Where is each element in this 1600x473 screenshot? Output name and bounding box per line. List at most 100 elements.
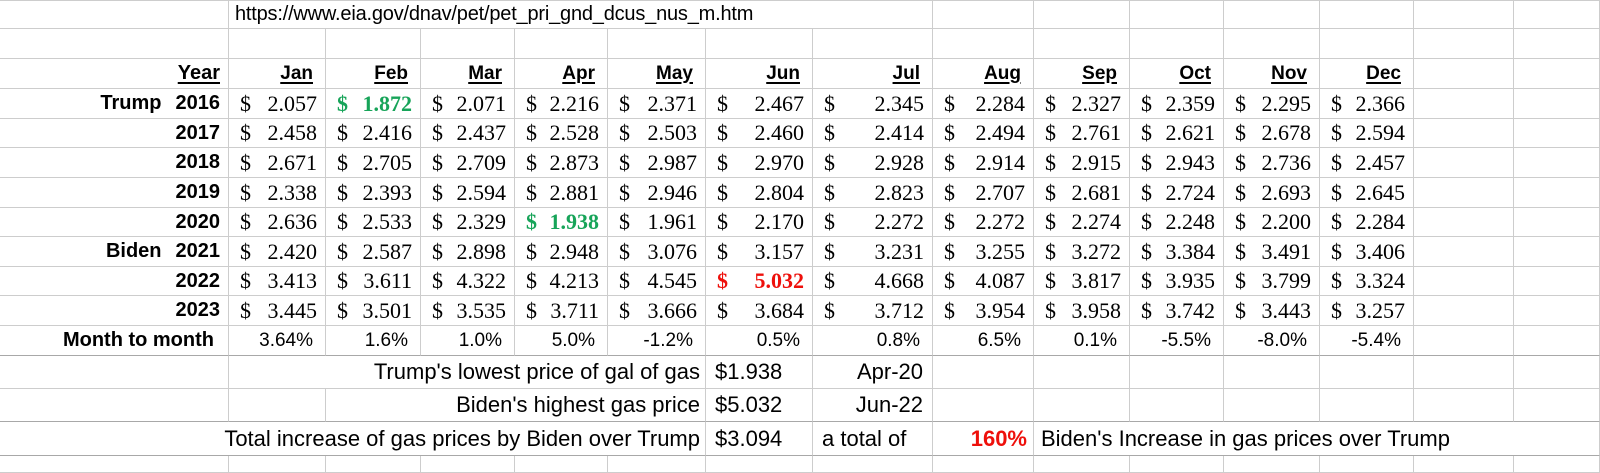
empty-cell[interactable] xyxy=(1130,356,1224,389)
price-cell[interactable]: $2.594 xyxy=(1320,119,1414,148)
empty-cell[interactable] xyxy=(1514,296,1600,326)
percent-cell[interactable]: 0.8% xyxy=(813,326,933,356)
price-cell[interactable]: $2.587 xyxy=(326,237,421,267)
price-cell[interactable]: $2.914 xyxy=(933,148,1034,178)
empty-cell[interactable] xyxy=(1224,456,1320,473)
row-header[interactable]: 2019 xyxy=(0,178,229,208)
trump-low-date-cell[interactable]: Apr-20 xyxy=(813,356,933,389)
percent-cell[interactable]: 6.5% xyxy=(933,326,1034,356)
price-cell[interactable]: $5.032 xyxy=(706,267,813,296)
price-cell[interactable]: $4.087 xyxy=(933,267,1034,296)
empty-cell[interactable] xyxy=(0,456,229,473)
price-cell[interactable]: $2.329 xyxy=(421,208,515,237)
month-header[interactable]: Aug xyxy=(933,59,1034,89)
price-cell[interactable]: $3.711 xyxy=(515,296,608,326)
price-cell[interactable]: $2.274 xyxy=(1034,208,1130,237)
empty-cell[interactable] xyxy=(1414,267,1514,296)
empty-cell[interactable] xyxy=(933,29,1034,59)
empty-cell[interactable] xyxy=(1130,456,1224,473)
url-cell[interactable]: https://www.eia.gov/dnav/pet/pet_pri_gnd… xyxy=(229,1,933,29)
row-header[interactable]: Biden 2021 xyxy=(0,237,229,267)
month-header[interactable]: Dec xyxy=(1320,59,1414,89)
price-cell[interactable]: $2.915 xyxy=(1034,148,1130,178)
price-cell[interactable]: $4.322 xyxy=(421,267,515,296)
price-cell[interactable]: $2.327 xyxy=(1034,89,1130,119)
total-increase-value-cell[interactable]: $3.094 xyxy=(706,422,813,456)
empty-cell[interactable] xyxy=(229,389,326,422)
empty-cell[interactable] xyxy=(1224,1,1320,29)
empty-cell[interactable] xyxy=(515,29,608,59)
percent-cell[interactable]: 1.0% xyxy=(421,326,515,356)
price-cell[interactable]: $2.681 xyxy=(1034,178,1130,208)
price-cell[interactable]: $2.928 xyxy=(813,148,933,178)
percent-cell[interactable]: -5.5% xyxy=(1130,326,1224,356)
price-cell[interactable]: $2.057 xyxy=(229,89,326,119)
empty-cell[interactable] xyxy=(1414,89,1514,119)
price-cell[interactable]: $2.170 xyxy=(706,208,813,237)
price-cell[interactable]: $3.443 xyxy=(1224,296,1320,326)
price-cell[interactable]: $2.371 xyxy=(608,89,706,119)
empty-cell[interactable] xyxy=(1414,1,1514,29)
empty-cell[interactable] xyxy=(1414,326,1514,356)
price-cell[interactable]: $2.709 xyxy=(421,148,515,178)
empty-cell[interactable] xyxy=(1414,237,1514,267)
price-cell[interactable]: $2.295 xyxy=(1224,89,1320,119)
price-cell[interactable]: $2.494 xyxy=(933,119,1034,148)
empty-cell[interactable] xyxy=(813,29,933,59)
price-cell[interactable]: $3.384 xyxy=(1130,237,1224,267)
month-header[interactable]: Feb xyxy=(326,59,421,89)
month-to-month-label-cell[interactable]: Month to month xyxy=(0,326,229,356)
empty-cell[interactable] xyxy=(1130,29,1224,59)
price-cell[interactable]: $2.437 xyxy=(421,119,515,148)
month-header[interactable]: Jul xyxy=(813,59,933,89)
empty-cell[interactable] xyxy=(0,389,229,422)
price-cell[interactable]: $2.200 xyxy=(1224,208,1320,237)
month-header[interactable]: Jun xyxy=(706,59,813,89)
empty-cell[interactable] xyxy=(1224,29,1320,59)
month-header[interactable]: Sep xyxy=(1034,59,1130,89)
empty-cell[interactable] xyxy=(326,29,421,59)
percent-cell[interactable]: -8.0% xyxy=(1224,326,1320,356)
price-cell[interactable]: $2.272 xyxy=(933,208,1034,237)
row-header[interactable]: 2017 xyxy=(0,119,229,148)
empty-cell[interactable] xyxy=(1414,178,1514,208)
price-cell[interactable]: $3.413 xyxy=(229,267,326,296)
empty-cell[interactable] xyxy=(608,29,706,59)
price-cell[interactable]: $3.501 xyxy=(326,296,421,326)
price-cell[interactable]: $3.666 xyxy=(608,296,706,326)
empty-cell[interactable] xyxy=(1034,389,1130,422)
price-cell[interactable]: $2.458 xyxy=(229,119,326,148)
price-cell[interactable]: $2.216 xyxy=(515,89,608,119)
price-cell[interactable]: $2.987 xyxy=(608,148,706,178)
month-header[interactable]: Mar xyxy=(421,59,515,89)
empty-cell[interactable] xyxy=(1414,119,1514,148)
empty-cell[interactable] xyxy=(0,356,229,389)
row-header[interactable]: Trump 2016 xyxy=(0,89,229,119)
price-cell[interactable]: $3.255 xyxy=(933,237,1034,267)
empty-cell[interactable] xyxy=(1320,389,1414,422)
price-cell[interactable]: $2.414 xyxy=(813,119,933,148)
price-cell[interactable]: $2.898 xyxy=(421,237,515,267)
price-cell[interactable]: $3.935 xyxy=(1130,267,1224,296)
empty-cell[interactable] xyxy=(326,456,421,473)
price-cell[interactable]: $2.636 xyxy=(229,208,326,237)
price-cell[interactable]: $2.071 xyxy=(421,89,515,119)
price-cell[interactable]: $2.705 xyxy=(326,148,421,178)
price-cell[interactable]: $2.528 xyxy=(515,119,608,148)
row-header[interactable]: 2022 xyxy=(0,267,229,296)
price-cell[interactable]: $3.257 xyxy=(1320,296,1414,326)
empty-cell[interactable] xyxy=(1414,296,1514,326)
empty-cell[interactable] xyxy=(1514,178,1600,208)
empty-cell[interactable] xyxy=(1514,326,1600,356)
empty-cell[interactable] xyxy=(813,456,933,473)
price-cell[interactable]: $4.213 xyxy=(515,267,608,296)
price-cell[interactable]: $2.366 xyxy=(1320,89,1414,119)
empty-cell[interactable] xyxy=(1034,1,1130,29)
price-cell[interactable]: $2.467 xyxy=(706,89,813,119)
empty-cell[interactable] xyxy=(229,456,326,473)
price-cell[interactable]: $3.611 xyxy=(326,267,421,296)
price-cell[interactable]: $1.938 xyxy=(515,208,608,237)
empty-cell[interactable] xyxy=(1514,29,1600,59)
empty-cell[interactable] xyxy=(1414,29,1514,59)
price-cell[interactable]: $2.724 xyxy=(1130,178,1224,208)
